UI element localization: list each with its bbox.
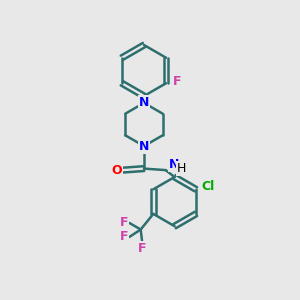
Text: N: N [139,140,149,153]
Text: O: O [111,164,122,177]
Text: Cl: Cl [201,180,214,193]
Text: H: H [176,162,186,175]
Text: F: F [120,230,128,244]
Text: F: F [120,216,128,230]
Text: F: F [173,75,182,88]
Text: N: N [169,158,179,171]
Text: F: F [138,242,146,255]
Text: N: N [139,96,149,110]
